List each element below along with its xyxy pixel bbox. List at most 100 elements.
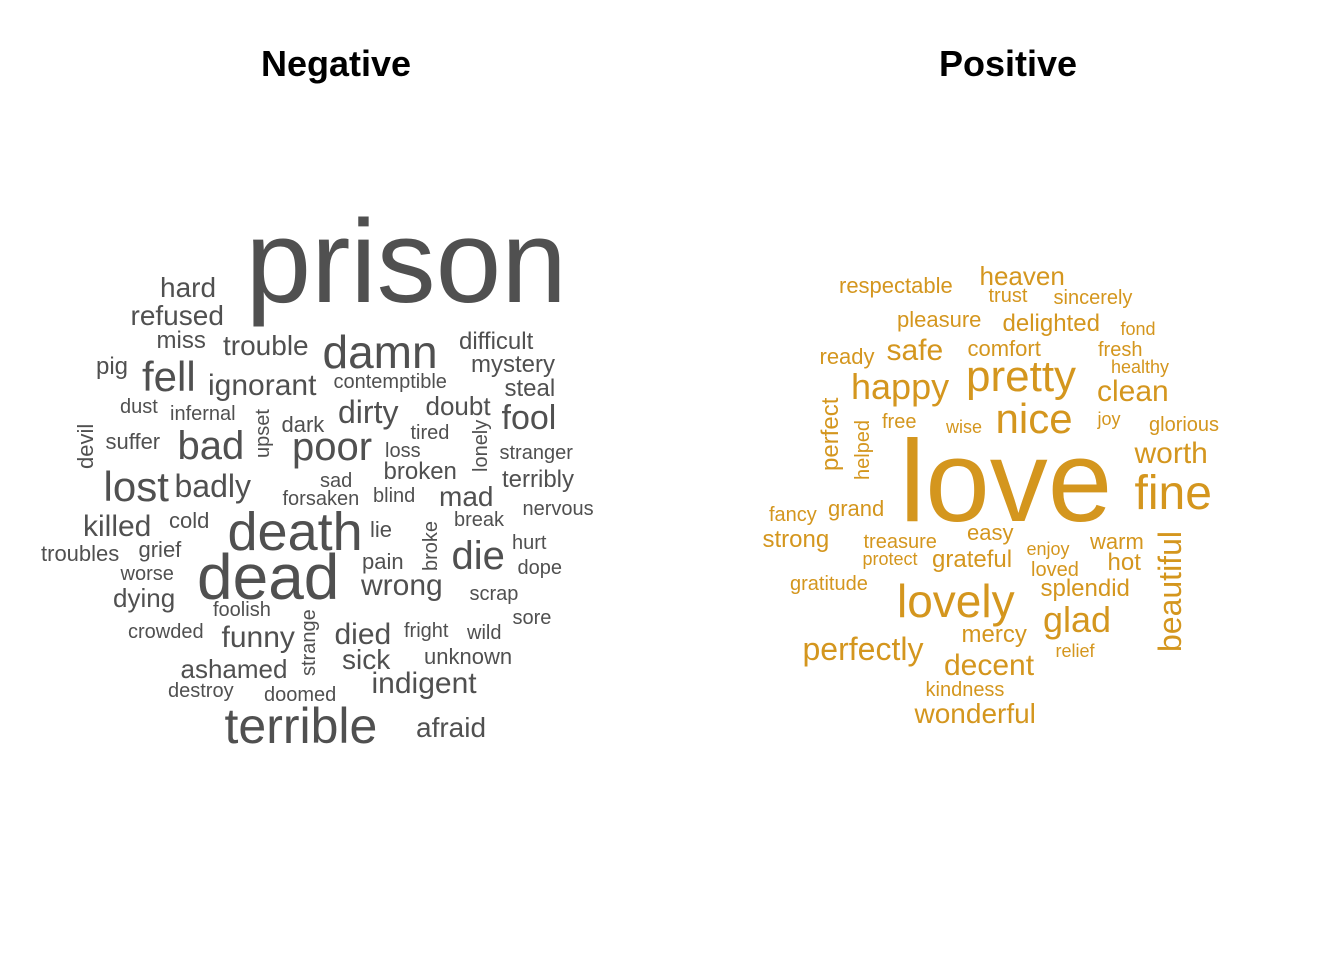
word-protect: protect (862, 549, 918, 569)
word-pleasure: pleasure (897, 307, 982, 332)
word-contemptible: contemptible (333, 371, 447, 393)
word-hard: hard (160, 272, 217, 303)
word-dirty: dirty (338, 394, 399, 430)
word-glad: glad (1043, 599, 1112, 640)
word-splendid: splendid (1040, 575, 1130, 602)
word-grief: grief (138, 537, 182, 562)
word-devil: devil (73, 423, 98, 469)
word-pain: pain (362, 549, 404, 574)
word-wild: wild (467, 622, 502, 644)
word-dead: dead (197, 541, 340, 613)
word-terrible: terrible (224, 698, 378, 754)
word-die: die (451, 534, 505, 578)
word-helped: helped (852, 419, 874, 480)
word-dark: dark (281, 412, 325, 437)
word-broke: broke (420, 520, 442, 571)
word-wrong: wrong (361, 569, 443, 602)
word-doubt: doubt (425, 391, 491, 421)
word-miss: miss (156, 327, 206, 354)
word-treasure: treasure (863, 531, 937, 553)
word-glorious: glorious (1149, 414, 1220, 436)
word-sore: sore (512, 607, 552, 629)
word-forsaken: forsaken (282, 488, 360, 510)
word-steal: steal (504, 375, 556, 402)
word-clean: clean (1097, 375, 1169, 408)
word-fancy: fancy (769, 504, 817, 526)
word-easy: easy (967, 520, 1014, 545)
word-tired: tired (410, 422, 450, 444)
word-cold: cold (169, 508, 210, 533)
word-fond: fond (1120, 319, 1156, 339)
word-scrap: scrap (469, 583, 519, 605)
word-nervous: nervous (522, 498, 594, 520)
word-happy: happy (851, 366, 950, 407)
word-doomed: doomed (264, 684, 337, 706)
word-joy: joy (1097, 409, 1121, 429)
word-decent: decent (944, 649, 1035, 682)
word-died: died (334, 618, 392, 651)
word-delighted: delighted (1002, 310, 1100, 337)
word-sad: sad (320, 470, 353, 492)
word-ashamed: ashamed (180, 654, 288, 684)
word-hot: hot (1107, 549, 1141, 576)
word-loved: loved (1031, 559, 1079, 581)
word-perfect: perfect (817, 397, 844, 471)
negative-panel: Negative prison hard refused miss trouble dam… (41, 43, 594, 754)
word-suffer: suffer (105, 429, 161, 454)
word-trouble: trouble (223, 330, 309, 361)
word-mercy: mercy (961, 621, 1027, 648)
word-blind: blind (373, 485, 416, 507)
word-kindness: kindness (925, 679, 1005, 701)
word-heaven: heaven (979, 261, 1065, 291)
word-gratitude: gratitude (790, 573, 868, 595)
word-healthy: healthy (1111, 357, 1170, 377)
word-free: free (882, 411, 917, 433)
word-infernal: infernal (170, 403, 236, 425)
word-difficult: difficult (459, 328, 534, 355)
word-warm: warm (1090, 529, 1144, 554)
word-troubles: troubles (41, 541, 120, 566)
word-fool: fool (501, 399, 557, 437)
word-nice: nice (995, 395, 1073, 442)
word-ignorant: ignorant (208, 369, 317, 402)
word-killed: killed (83, 510, 152, 543)
word-indigent: indigent (371, 667, 477, 700)
word-stranger: stranger (499, 442, 573, 464)
word-mystery: mystery (471, 351, 555, 378)
word-lovely: lovely (897, 575, 1015, 627)
word-worse: worse (120, 563, 174, 585)
word-unknown: unknown (424, 644, 513, 669)
word-trust: trust (988, 285, 1028, 307)
word-safe: safe (886, 334, 944, 367)
positive-panel: Positive heaven respectable trust sincerely… (672, 0, 1344, 960)
word-lost: lost (103, 463, 169, 510)
word-wise: wise (946, 417, 983, 437)
word-grand: grand (828, 496, 885, 521)
word-badly: badly (174, 468, 252, 504)
word-beautiful: beautiful (1152, 530, 1188, 652)
word-dope: dope (517, 557, 563, 579)
word-break: break (454, 509, 505, 531)
word-relief: relief (1055, 641, 1095, 661)
negative-word-cloud: prison hard refused miss trouble damn difficul… (41, 196, 594, 754)
word-grateful: grateful (932, 546, 1013, 573)
word-lonely: lonely (470, 419, 492, 472)
word-sick: sick (342, 644, 391, 675)
word-dust: dust (120, 396, 158, 418)
word-wonderful: wonderful (914, 698, 1036, 729)
word-dying: dying (113, 583, 176, 613)
word-strange: strange (298, 608, 320, 676)
word-crowded: crowded (128, 621, 204, 643)
word-strong: strong (762, 526, 830, 553)
word-damn: damn (322, 326, 438, 378)
word-destroy: destroy (168, 680, 234, 702)
word-respectable: respectable (839, 273, 953, 298)
word-sincerely: sincerely (1053, 287, 1133, 309)
word-upset: upset (252, 408, 274, 458)
word-hurt: hurt (512, 532, 547, 554)
word-perfectly: perfectly (802, 631, 924, 667)
word-prison: prison (245, 196, 567, 328)
word-loss: loss (385, 440, 421, 462)
word-terribly: terribly (502, 466, 575, 493)
word-fright: fright (404, 620, 449, 642)
